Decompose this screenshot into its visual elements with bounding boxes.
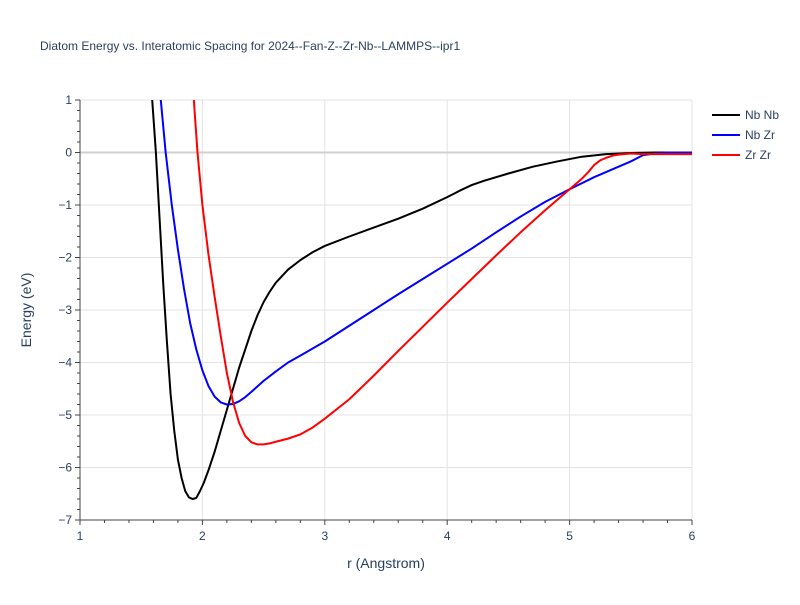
grid-layer xyxy=(80,99,693,520)
series-line-zr-zr xyxy=(192,100,692,446)
y-tick-label: −2 xyxy=(58,251,72,265)
y-tick-label: −5 xyxy=(58,408,72,422)
series-layer xyxy=(151,100,692,500)
y-axis-title: Energy (eV) xyxy=(18,273,34,348)
y-tick-label: 1 xyxy=(65,93,72,107)
legend-label: Zr Zr xyxy=(745,148,771,162)
legend-item-nb-zr[interactable]: Nb Zr xyxy=(712,128,775,142)
legend-item-zr-zr[interactable]: Zr Zr xyxy=(712,148,771,162)
chart-title: Diatom Energy vs. Interatomic Spacing fo… xyxy=(40,39,460,53)
legend-label: Nb Zr xyxy=(745,128,775,142)
legend: Nb Nb Nb Zr Zr Zr xyxy=(712,108,779,162)
x-tick-label: 3 xyxy=(321,529,328,543)
series-line-nb-nb xyxy=(151,100,692,500)
axes-layer: 1 2 3 4 5 6 1 0 −1 −2 −3 −4 −5 −6 −7 xyxy=(58,93,695,543)
y-tick-label: 0 xyxy=(65,146,72,160)
x-axis-title: r (Angstrom) xyxy=(347,555,425,571)
y-tick-label: −3 xyxy=(58,303,72,317)
x-tick-label: 1 xyxy=(77,529,84,543)
x-tick-label: 6 xyxy=(689,529,696,543)
y-tick-label: −1 xyxy=(58,198,72,212)
y-tick-label: −4 xyxy=(58,356,72,370)
x-tick-label: 4 xyxy=(444,529,451,543)
y-tick-label: −7 xyxy=(58,513,72,527)
x-tick-label: 5 xyxy=(566,529,573,543)
y-tick-label: −6 xyxy=(58,461,72,475)
legend-label: Nb Nb xyxy=(745,108,779,122)
x-tick-label: 2 xyxy=(199,529,206,543)
legend-item-nb-nb[interactable]: Nb Nb xyxy=(712,108,779,122)
series-line-nb-zr xyxy=(159,100,692,406)
